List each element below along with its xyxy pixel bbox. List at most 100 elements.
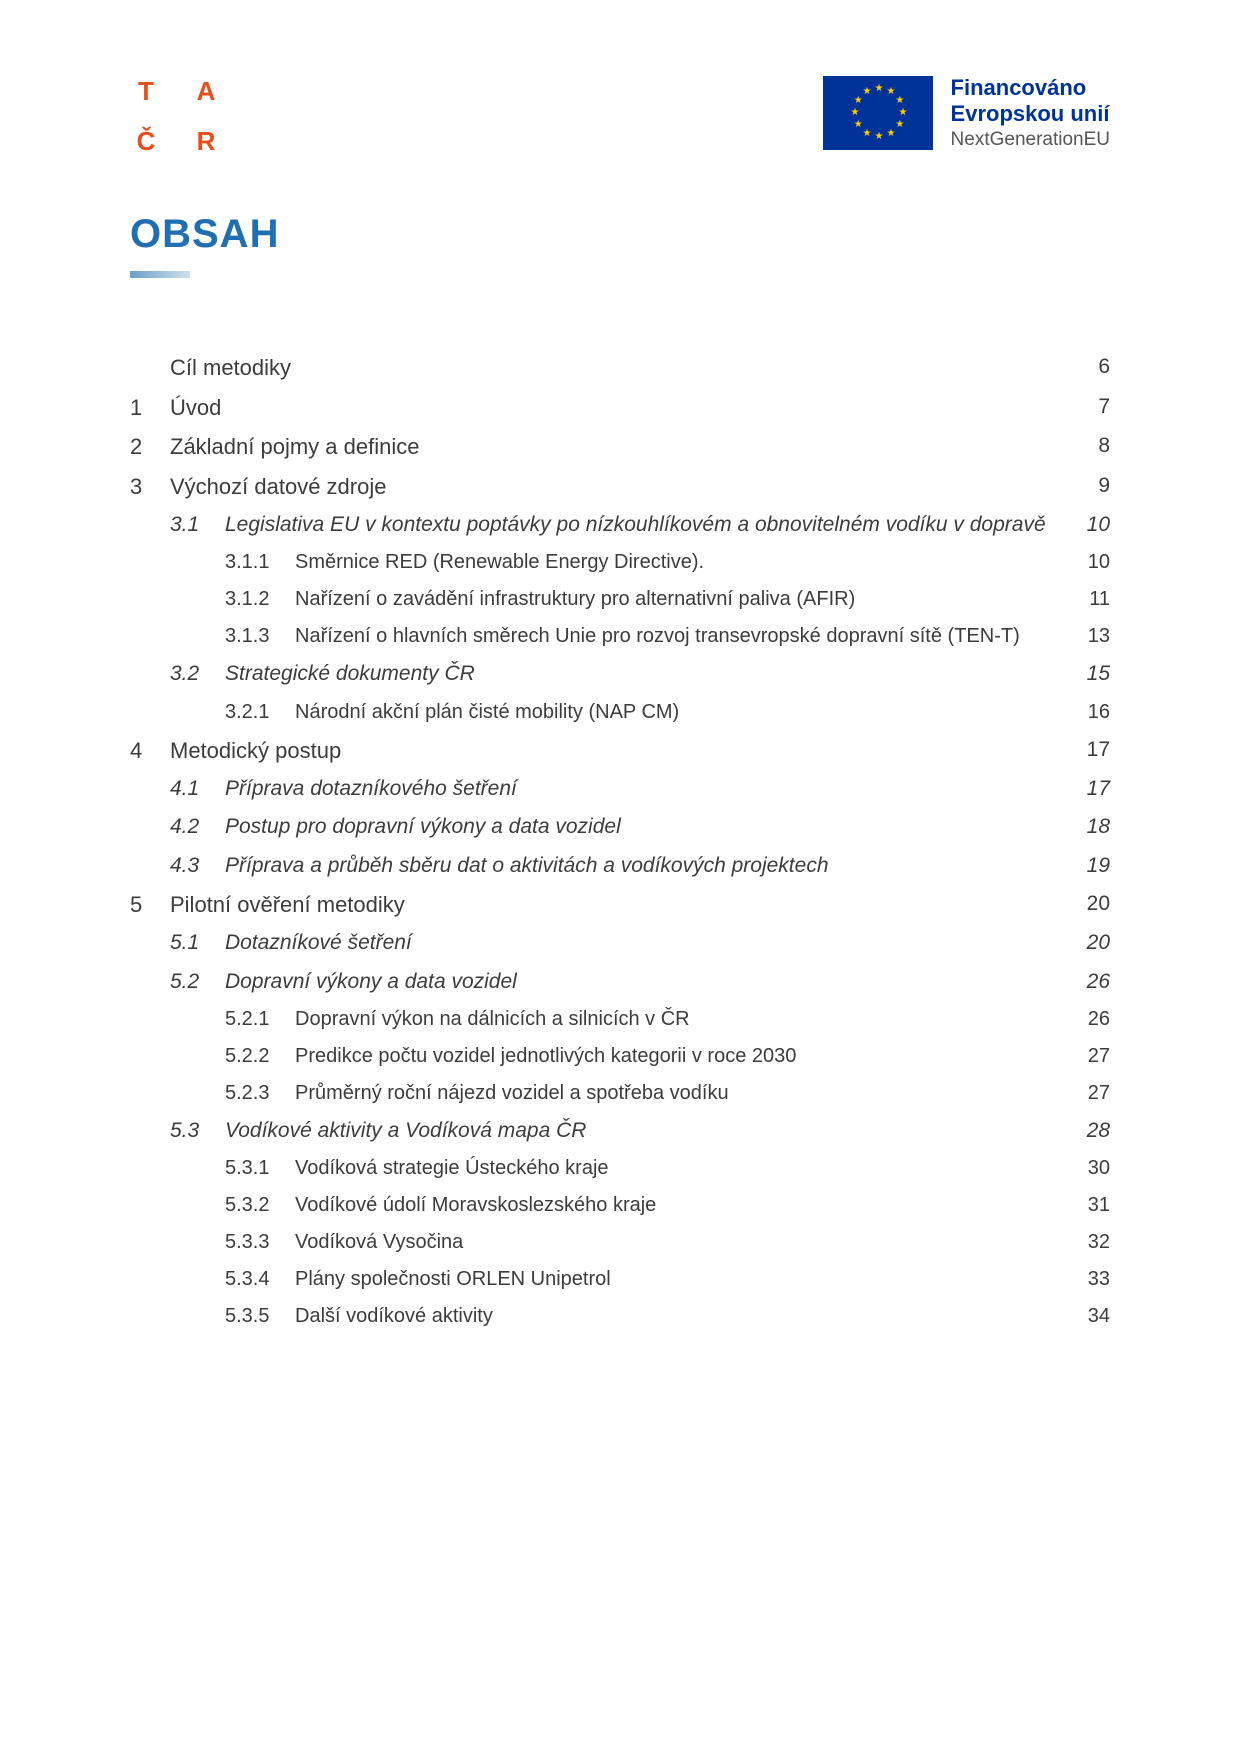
toc-title: Metodický postup <box>170 737 1070 765</box>
eu-line3: NextGenerationEU <box>951 129 1110 151</box>
toc-number: 3.1.2 <box>225 587 295 612</box>
toc-number: 5.3 <box>170 1118 225 1144</box>
toc-entry: 3.2Strategické dokumenty ČR15 <box>130 655 1110 693</box>
toc-entry: 3.1.1Směrnice RED (Renewable Energy Dire… <box>130 544 1110 581</box>
toc-entry: 5.2.2Predikce počtu vozidel jednotlivých… <box>130 1038 1110 1075</box>
toc-entry: 3.1.2Nařízení o zavádění infrastruktury … <box>130 581 1110 618</box>
toc-title: Národní akční plán čisté mobility (NAP C… <box>295 700 1070 725</box>
toc-entry: 3.1Legislativa EU v kontextu poptávky po… <box>130 506 1110 544</box>
toc-entry: 4.3Příprava a průběh sběru dat o aktivit… <box>130 847 1110 885</box>
toc-entry: 5Pilotní ověření metodiky20 <box>130 885 1110 925</box>
toc-number: 3.1.1 <box>225 550 295 575</box>
toc-title: Strategické dokumenty ČR <box>225 661 1070 687</box>
toc-title: Plány společnosti ORLEN Unipetrol <box>295 1267 1070 1292</box>
toc-entry: 5.3.4Plány společnosti ORLEN Unipetrol33 <box>130 1261 1110 1298</box>
toc-number: 3.1 <box>170 512 225 538</box>
toc-entry: 3.1.3Nařízení o hlavních směrech Unie pr… <box>130 618 1110 655</box>
toc-entry: 4.1Příprava dotazníkového šetření17 <box>130 770 1110 808</box>
toc-page: 11 <box>1070 587 1110 612</box>
toc-number: 5.2.1 <box>225 1007 295 1032</box>
toc-page: 6 <box>1070 354 1110 380</box>
toc-page: 15 <box>1070 661 1110 687</box>
toc-number: 5.3.2 <box>225 1193 295 1218</box>
toc-page: 26 <box>1070 1007 1110 1032</box>
eu-funding-text: Financováno Evropskou unií NextGeneratio… <box>951 75 1110 151</box>
tacr-letter: A <box>190 75 222 107</box>
toc-title: Vodíkové údolí Moravskoslezského kraje <box>295 1193 1070 1218</box>
toc-number: 2 <box>130 433 170 461</box>
toc-page: 30 <box>1070 1156 1110 1181</box>
toc-entry: 5.3.5Další vodíkové aktivity34 <box>130 1298 1110 1335</box>
toc-page: 16 <box>1070 700 1110 725</box>
toc-number: 5.2 <box>170 969 225 995</box>
toc-title: Příprava a průběh sběru dat o aktivitách… <box>225 853 1070 879</box>
toc-entry: 1Úvod7 <box>130 388 1110 428</box>
toc-number: 5.1 <box>170 930 225 956</box>
toc-page: 7 <box>1070 394 1110 420</box>
eu-line1: Financováno <box>951 75 1110 101</box>
tacr-logo: T A Č R <box>130 75 222 157</box>
toc-entry: 4Metodický postup17 <box>130 731 1110 771</box>
toc-page: 17 <box>1070 776 1110 802</box>
toc-page: 32 <box>1070 1230 1110 1255</box>
toc-entry: 5.1Dotazníkové šetření20 <box>130 924 1110 962</box>
table-of-contents: Cíl metodiky61Úvod72Základní pojmy a def… <box>130 348 1110 1335</box>
toc-title: Legislativa EU v kontextu poptávky po ní… <box>225 512 1070 538</box>
toc-title: Postup pro dopravní výkony a data vozide… <box>225 814 1070 840</box>
eu-funding-block: ★★★★★★★★★★★★ Financováno Evropskou unií … <box>823 75 1110 151</box>
toc-page: 28 <box>1070 1118 1110 1144</box>
toc-entry: 4.2Postup pro dopravní výkony a data voz… <box>130 808 1110 846</box>
toc-title: Dopravní výkon na dálnicích a silnicích … <box>295 1007 1070 1032</box>
toc-page: 31 <box>1070 1193 1110 1218</box>
toc-entry: 2Základní pojmy a definice8 <box>130 427 1110 467</box>
toc-title: Průměrný roční nájezd vozidel a spotřeba… <box>295 1081 1070 1106</box>
toc-page: 18 <box>1070 814 1110 840</box>
toc-title: Vodíková Vysočina <box>295 1230 1070 1255</box>
toc-number: 3 <box>130 473 170 501</box>
toc-title: Dotazníkové šetření <box>225 930 1070 956</box>
toc-entry: 3Výchozí datové zdroje9 <box>130 467 1110 507</box>
toc-title: Příprava dotazníkového šetření <box>225 776 1070 802</box>
toc-page: 13 <box>1070 624 1110 649</box>
toc-title: Výchozí datové zdroje <box>170 473 1070 501</box>
tacr-letter: T <box>130 75 162 107</box>
toc-title: Nařízení o hlavních směrech Unie pro roz… <box>295 624 1070 649</box>
toc-title: Nařízení o zavádění infrastruktury pro a… <box>295 587 1070 612</box>
toc-number: 4.1 <box>170 776 225 802</box>
toc-number: 4 <box>130 737 170 765</box>
toc-entry: 3.2.1Národní akční plán čisté mobility (… <box>130 694 1110 731</box>
tacr-letter: Č <box>130 125 162 157</box>
page-title: OBSAH <box>130 212 1110 257</box>
toc-number: 5.2.2 <box>225 1044 295 1069</box>
toc-number: 5.3.5 <box>225 1304 295 1329</box>
toc-entry: Cíl metodiky6 <box>130 348 1110 388</box>
toc-entry: 5.2.1Dopravní výkon na dálnicích a silni… <box>130 1001 1110 1038</box>
toc-title: Cíl metodiky <box>170 354 1070 382</box>
toc-entry: 5.2.3Průměrný roční nájezd vozidel a spo… <box>130 1075 1110 1112</box>
toc-page: 19 <box>1070 853 1110 879</box>
toc-title: Směrnice RED (Renewable Energy Directive… <box>295 550 1070 575</box>
toc-number: 3.1.3 <box>225 624 295 649</box>
toc-page: 20 <box>1070 930 1110 956</box>
toc-page: 20 <box>1070 891 1110 917</box>
toc-page: 26 <box>1070 969 1110 995</box>
toc-page: 27 <box>1070 1044 1110 1069</box>
toc-number: 5.2.3 <box>225 1081 295 1106</box>
toc-number: 3.2.1 <box>225 700 295 725</box>
toc-title: Další vodíkové aktivity <box>295 1304 1070 1329</box>
tacr-letter: R <box>190 125 222 157</box>
header: T A Č R ★★★★★★★★★★★★ Financováno Evropsk… <box>130 75 1110 157</box>
toc-entry: 5.2Dopravní výkony a data vozidel26 <box>130 963 1110 1001</box>
toc-number: 3.2 <box>170 661 225 687</box>
toc-number: 4.2 <box>170 814 225 840</box>
toc-title: Predikce počtu vozidel jednotlivých kate… <box>295 1044 1070 1069</box>
toc-number: 5.3.1 <box>225 1156 295 1181</box>
toc-entry: 5.3Vodíkové aktivity a Vodíková mapa ČR2… <box>130 1112 1110 1150</box>
toc-number: 5 <box>130 891 170 919</box>
toc-page: 9 <box>1070 473 1110 499</box>
toc-page: 10 <box>1070 512 1110 538</box>
toc-page: 33 <box>1070 1267 1110 1292</box>
toc-page: 10 <box>1070 550 1110 575</box>
toc-title: Úvod <box>170 394 1070 422</box>
eu-line2: Evropskou unií <box>951 101 1110 127</box>
